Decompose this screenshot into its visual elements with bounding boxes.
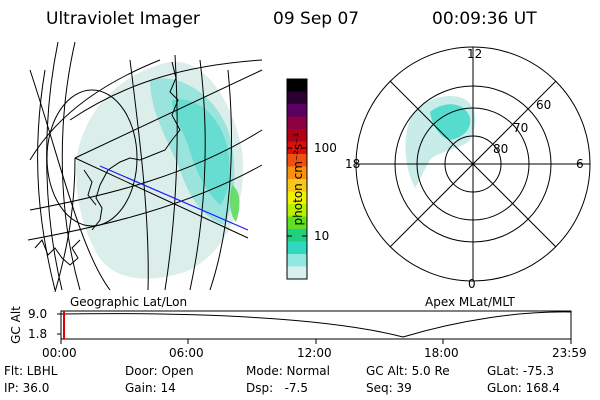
altitude-xtick-0000: 00:00 bbox=[42, 346, 77, 360]
satellite-track bbox=[99, 165, 249, 231]
mlt-label-0: 0 bbox=[468, 277, 476, 291]
colorbar-segment bbox=[287, 241, 307, 255]
instrument-title: Ultraviolet Imager bbox=[46, 9, 200, 29]
colorbar-segment bbox=[287, 129, 307, 142]
colorbar-segment bbox=[287, 204, 307, 217]
altitude-ytick-1-8: 1.8 bbox=[28, 327, 48, 341]
colorbar bbox=[287, 79, 307, 280]
altitude-ytick-9: 9.0 bbox=[28, 307, 48, 321]
right-panel-label: Apex MLat/MLT bbox=[425, 295, 515, 309]
colorbar-segment bbox=[287, 116, 307, 130]
status-mode: Mode: Normal bbox=[246, 364, 330, 378]
altitude-xtick-1200: 12:00 bbox=[297, 346, 332, 360]
colorbar-segment bbox=[287, 79, 307, 92]
colorbar-segment bbox=[287, 266, 307, 280]
colorbar-segment bbox=[287, 104, 307, 117]
status-seq: Seq: 39 bbox=[366, 381, 412, 395]
status-gain: Gain: 14 bbox=[125, 381, 176, 395]
colorbar-segment bbox=[287, 179, 307, 192]
colorbar-segment bbox=[287, 154, 307, 167]
colorbar-segment bbox=[287, 216, 307, 230]
altitude-plot bbox=[57, 310, 572, 344]
colorbar-tick-10: 10 bbox=[314, 229, 330, 243]
altitude-xtick-1800: 18:00 bbox=[424, 346, 459, 360]
geographic-map bbox=[28, 42, 263, 292]
mlt-label-12: 12 bbox=[467, 47, 483, 61]
status-ip: IP: 36.0 bbox=[4, 381, 50, 395]
colorbar-segment bbox=[287, 191, 307, 205]
status-glat: GLat: -75.3 bbox=[487, 364, 554, 378]
mlat-label-80: 80 bbox=[493, 142, 509, 156]
mlt-label-18: 18 bbox=[345, 157, 361, 171]
colorbar-segment bbox=[287, 229, 307, 242]
mlt-label-6: 6 bbox=[576, 157, 584, 171]
colorbar-segment bbox=[287, 91, 307, 105]
left-panel-label: Geographic Lat/Lon bbox=[70, 295, 188, 309]
mlat-label-60: 60 bbox=[536, 98, 552, 112]
polar-plot bbox=[355, 46, 591, 282]
status-dsp: Dsp: -7.5 bbox=[246, 381, 309, 395]
status-door: Door: Open bbox=[125, 364, 194, 378]
date-label: 09 Sep 07 bbox=[273, 9, 360, 29]
status-flt: Flt: LBHL bbox=[4, 364, 58, 378]
time-label: 00:09:36 UT bbox=[432, 9, 537, 29]
colorbar-segment bbox=[287, 166, 307, 180]
altitude-xtick-2359: 23:59 bbox=[552, 346, 587, 360]
colorbar-segment bbox=[287, 141, 307, 155]
colorbar-unit-label: photon cm⁻²s⁻¹ bbox=[291, 132, 305, 226]
altitude-ylabel: GC Alt bbox=[8, 306, 23, 344]
status-gc-alt: GC Alt: 5.0 Re bbox=[366, 364, 450, 378]
mlat-label-70: 70 bbox=[513, 121, 529, 135]
colorbar-segment bbox=[287, 254, 307, 267]
status-glon: GLon: 168.4 bbox=[487, 381, 560, 395]
colorbar-tick-100: 100 bbox=[314, 141, 337, 155]
altitude-xtick-0600: 06:00 bbox=[169, 346, 204, 360]
